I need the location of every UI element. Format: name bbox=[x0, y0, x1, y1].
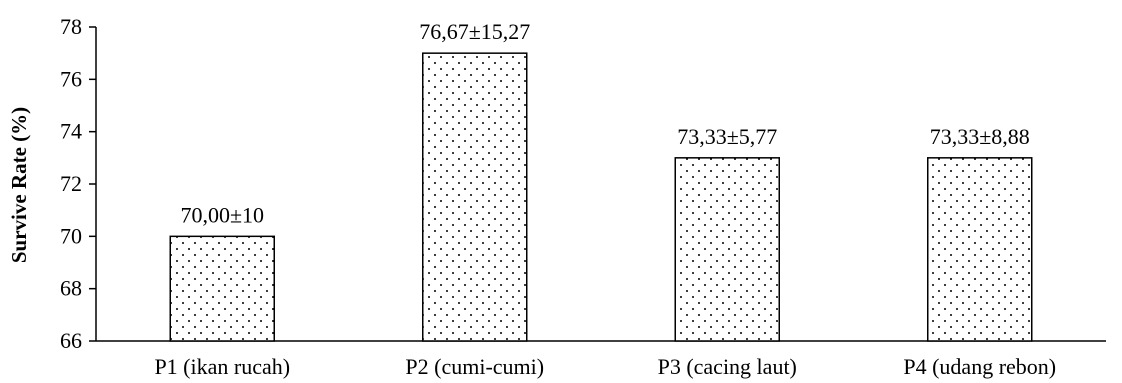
x-category-label: P4 (udang rebon) bbox=[903, 354, 1056, 379]
data-label: 73,33±8,88 bbox=[930, 124, 1030, 149]
data-label: 76,67±15,27 bbox=[419, 19, 530, 44]
data-labels: 70,00±10 76,67±15,27 73,33±5,77 73,33±8,88 bbox=[180, 19, 1029, 227]
x-category-label: P1 (ikan rucah) bbox=[154, 354, 290, 379]
x-category-label: P3 (cacing laut) bbox=[658, 354, 797, 379]
y-tick-label: 68 bbox=[60, 276, 82, 301]
bars bbox=[169, 52, 1033, 342]
bar bbox=[674, 157, 780, 342]
x-category-label: P2 (cumi-cumi) bbox=[405, 354, 544, 379]
x-labels: P1 (ikan rucah) P2 (cumi-cumi) P3 (cacing … bbox=[154, 354, 1056, 379]
bar bbox=[169, 235, 275, 342]
bar bbox=[422, 52, 528, 342]
y-tick-label: 70 bbox=[60, 223, 82, 248]
y-tick-label: 66 bbox=[60, 328, 82, 353]
y-axis-title: Survive Rate (%) bbox=[7, 107, 31, 263]
y-tick-label: 78 bbox=[60, 14, 82, 39]
y-ticks: 66 68 70 72 74 76 78 bbox=[60, 14, 96, 353]
y-tick-label: 76 bbox=[60, 66, 82, 91]
data-label: 70,00±10 bbox=[180, 202, 264, 227]
y-tick-label: 74 bbox=[60, 119, 82, 144]
y-tick-label: 72 bbox=[60, 171, 82, 196]
data-label: 73,33±5,77 bbox=[677, 124, 777, 149]
bar bbox=[927, 157, 1033, 342]
